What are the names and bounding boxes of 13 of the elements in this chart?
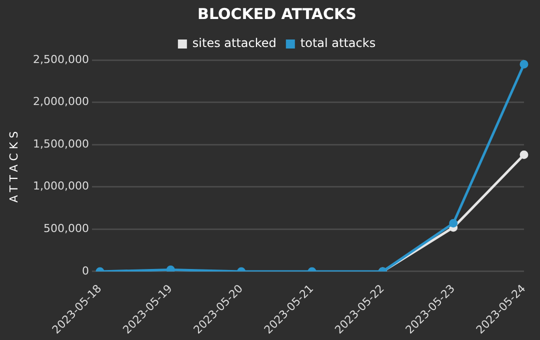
- y-tick-label: 2,500,000: [33, 52, 89, 66]
- legend-label: sites attacked: [192, 36, 276, 50]
- y-tick-label: 500,000: [43, 222, 89, 236]
- chart-title: BLOCKED ATTACKS: [198, 4, 356, 23]
- point: [520, 150, 528, 159]
- point: [520, 60, 528, 68]
- y-tick-label: 1,500,000: [33, 137, 89, 150]
- point: [449, 219, 458, 228]
- y-tick-label: 0: [82, 264, 89, 278]
- legend-label: total attacks: [300, 36, 376, 50]
- y-tick-label: 2,000,000: [33, 95, 89, 108]
- y-tick-label: 1,000,000: [33, 180, 89, 193]
- y-axis-title: ATTACKS: [8, 127, 20, 203]
